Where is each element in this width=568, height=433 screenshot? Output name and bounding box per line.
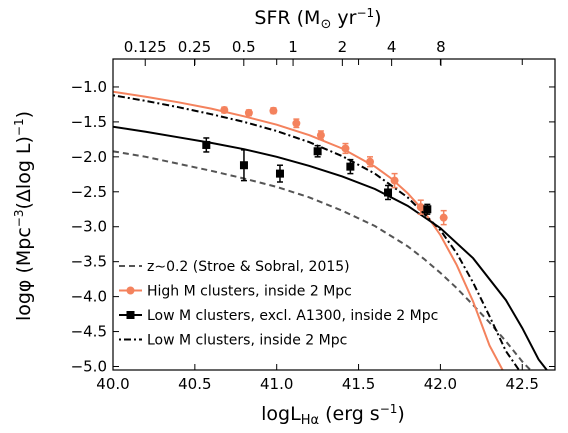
series-line xyxy=(113,150,532,370)
data-point xyxy=(341,144,350,153)
legend-label: z∼0.2 (Stroe & Sobral, 2015) xyxy=(147,259,350,275)
legend-marker xyxy=(126,286,135,295)
top-tick-label: 4 xyxy=(387,38,397,56)
y-tick-label: −4.5 xyxy=(71,323,107,341)
data-point xyxy=(239,161,248,170)
tick-layer: 40.0 40.5 41.0 41.5 42.0 42.5−1.0−1.5−2.0−2.5… xyxy=(71,38,555,393)
x-tick-label: 40.5 xyxy=(178,375,211,393)
y-tick-label: −1.5 xyxy=(71,113,107,131)
top-tick-label: 0.25 xyxy=(178,38,211,56)
data-point xyxy=(366,157,375,166)
top-tick-label: 8 xyxy=(436,38,446,56)
x-tick-label: 41.0 xyxy=(260,375,293,393)
series-layer xyxy=(113,90,548,370)
legend-marker xyxy=(126,311,135,319)
points-layer xyxy=(202,106,448,226)
data-point xyxy=(439,213,448,222)
data-point xyxy=(416,203,425,212)
y-tick-label: −3.0 xyxy=(71,218,107,236)
x-tick-label: 42.0 xyxy=(424,375,457,393)
top-tick-label: 2 xyxy=(338,38,348,56)
data-point xyxy=(202,140,211,149)
data-point xyxy=(244,108,253,117)
y-tick-label: −2.0 xyxy=(71,148,107,166)
top-tick-label: 1 xyxy=(288,38,298,56)
data-point xyxy=(346,162,355,171)
y-tick-label: −4.0 xyxy=(71,288,107,306)
data-point xyxy=(269,106,278,115)
y-tick-label: −3.5 xyxy=(71,253,107,271)
data-point xyxy=(384,188,393,197)
y-tick-label: −2.5 xyxy=(71,183,107,201)
plot-frame xyxy=(112,58,556,371)
series-line xyxy=(113,125,548,370)
x-tick-label: 40.0 xyxy=(96,375,129,393)
data-point xyxy=(220,106,229,115)
series-line xyxy=(113,90,504,370)
legend-label: Low M clusters, inside 2 Mpc xyxy=(147,333,347,349)
y-tick-label: −1.0 xyxy=(71,78,107,96)
y-tick-label: −5.0 xyxy=(71,358,107,376)
top-tick-label: 0.125 xyxy=(124,38,167,56)
legend-label: High M clusters, inside 2 Mpc xyxy=(147,284,352,300)
x-axis-label: logLHα (erg s−1) xyxy=(261,402,405,428)
x-tick-label: 41.5 xyxy=(342,375,375,393)
legend: z∼0.2 (Stroe & Sobral, 2015) High M clust… xyxy=(119,259,438,349)
series-line xyxy=(113,94,520,370)
data-point xyxy=(313,147,322,156)
data-point xyxy=(423,205,432,214)
data-point xyxy=(275,169,284,178)
top-tick-label: 0.5 xyxy=(232,38,256,56)
top-axis-label: SFR (M⊙ yr−1) xyxy=(254,6,381,32)
data-point xyxy=(316,131,325,140)
legend-label: Low M clusters, excl. A1300, inside 2 Mp… xyxy=(147,308,438,324)
y-axis-label: logφ (Mpc−3(Δlog L)−1) xyxy=(12,111,35,321)
data-point xyxy=(292,119,301,128)
data-point xyxy=(390,176,399,185)
x-tick-label: 42.5 xyxy=(506,375,539,393)
